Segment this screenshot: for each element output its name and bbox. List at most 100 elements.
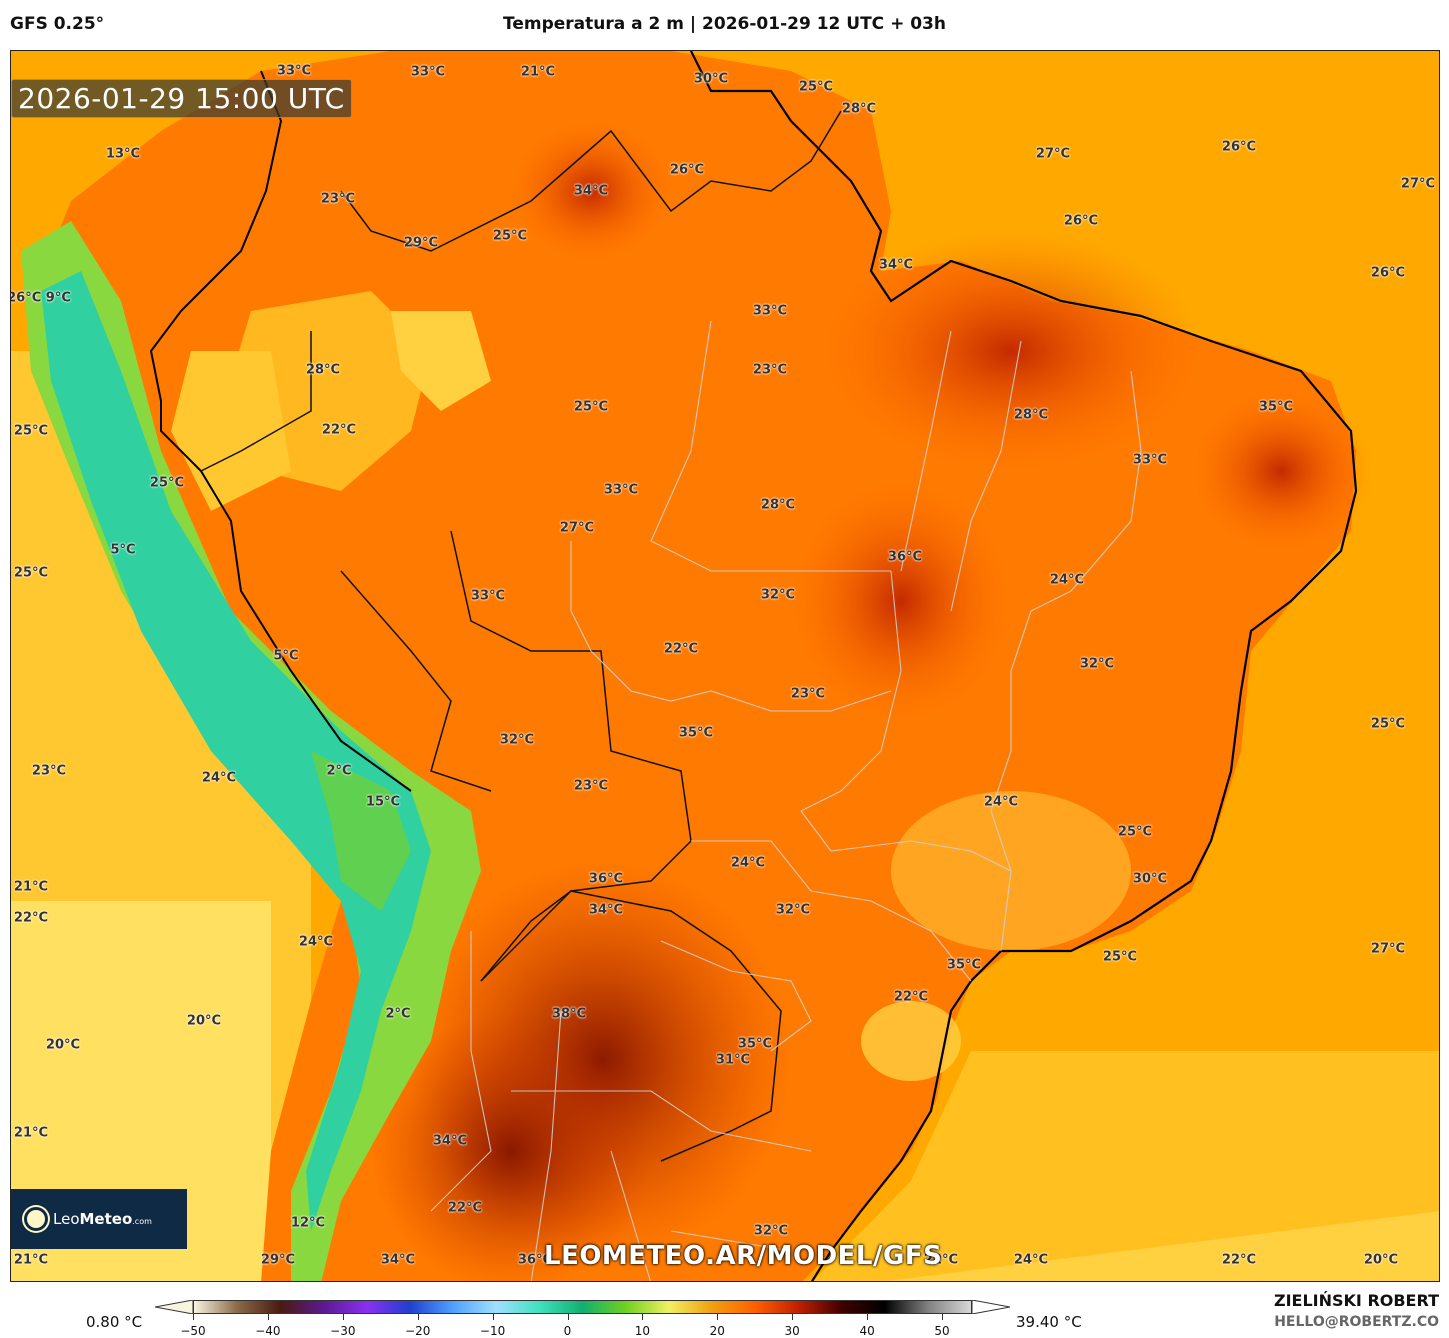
temperature-label: 26°C <box>1063 213 1099 229</box>
temperature-label: 21°C <box>13 1125 49 1141</box>
colorbar-tick-label: −20 <box>405 1324 431 1338</box>
temperature-label: 33°C <box>410 64 446 80</box>
temperature-label: 27°C <box>1400 176 1436 192</box>
temperature-label: 28°C <box>841 101 877 117</box>
colorbar-tick-label: −50 <box>180 1324 206 1338</box>
valid-time-badge: 2026-01-29 15:00 UTC <box>11 79 352 118</box>
temperature-label: 25°C <box>1117 824 1153 840</box>
temperature-label: 25°C <box>573 399 609 415</box>
temperature-label: 32°C <box>760 587 796 603</box>
temperature-label: 26°C 9°C <box>10 290 71 306</box>
temperature-label: 23°C <box>31 763 67 779</box>
colorbar-tick-mark <box>717 1314 719 1320</box>
temperature-label: 21°C <box>13 879 49 895</box>
temperature-label: 27°C <box>559 520 595 536</box>
temperature-label: 34°C <box>432 1133 468 1149</box>
temperature-label: 38°C <box>551 1006 587 1022</box>
colorbar-tick-label: 10 <box>634 1324 651 1338</box>
temperature-label: 15°C <box>365 794 401 810</box>
temperature-label: 29°C <box>403 235 439 251</box>
temperature-label: 33°C <box>470 588 506 604</box>
temperature-label: 34°C <box>878 257 914 273</box>
temperature-label: 32°C <box>753 1223 789 1239</box>
temperature-label: 36°C <box>588 871 624 887</box>
temperature-label: 25°C <box>149 475 185 491</box>
author-name: ZIELIŃSKI ROBERT <box>1273 1291 1439 1310</box>
temperature-label: 35°C <box>737 1036 773 1052</box>
temperature-label: 26°C <box>669 162 705 178</box>
colorbar-tick-label: −40 <box>255 1324 281 1338</box>
temperature-label: 20°C <box>45 1037 81 1053</box>
temperature-label: 33°C <box>1132 452 1168 468</box>
colorbar-tick-mark <box>567 1314 569 1320</box>
temperature-label: 24°C <box>1049 572 1085 588</box>
temperature-label: 35°C <box>678 725 714 741</box>
colorbar-min-value: 0.80 °C <box>86 1313 143 1331</box>
temperature-label: 23°C <box>752 362 788 378</box>
sun-icon <box>27 1210 45 1228</box>
colorbar-tick-label: 30 <box>784 1324 800 1338</box>
temperature-label: 34°C <box>588 902 624 918</box>
map-title: Temperatura a 2 m | 2026-01-29 12 UTC + … <box>503 14 946 34</box>
temperature-label: 25°C <box>13 565 49 581</box>
temperature-label: 33°C <box>752 303 788 319</box>
temperature-label: 2°C <box>385 1006 411 1022</box>
temperature-label: 5°C <box>273 648 299 664</box>
temperature-label: 26°C <box>1370 265 1406 281</box>
temperature-label: 22°C <box>321 422 357 438</box>
temperature-label: 22°C <box>1221 1252 1257 1268</box>
model-label: GFS 0.25° <box>10 14 105 34</box>
temperature-label: 34°C <box>380 1252 416 1268</box>
temperature-label: 25°C <box>798 79 834 95</box>
temperature-label: 27°C <box>1035 146 1071 162</box>
colorbar-tick-label: 40 <box>859 1324 875 1338</box>
colorbar-gradient <box>193 1300 972 1314</box>
colorbar-tick-mark <box>193 1314 194 1320</box>
temperature-label: 34°C <box>573 183 609 199</box>
logo-text: LeoMeteo.com <box>53 1210 152 1228</box>
temperature-label: 36°C <box>887 549 923 565</box>
temperature-label: 22°C <box>893 989 929 1005</box>
temperature-label: 25°C <box>1102 949 1138 965</box>
map-canvas <box>11 51 1439 1281</box>
author-email[interactable]: HELLO@ROBERTZ.CO <box>1274 1314 1439 1330</box>
colorbar <box>155 1300 1010 1314</box>
temperature-label: 21°C <box>13 1252 49 1268</box>
temperature-label: 12°C <box>290 1215 326 1231</box>
temperature-label: 29°C <box>260 1252 296 1268</box>
temperature-label: 20°C <box>186 1013 222 1029</box>
temperature-map[interactable]: 2026-01-29 15:00 UTC 33°C 33°C 21°C 30°C 25°… <box>10 50 1440 1282</box>
temperature-label: 26°C <box>1221 139 1257 155</box>
temperature-label: 35°C <box>946 957 982 973</box>
temperature-label: 25°C <box>1370 716 1406 732</box>
temperature-label: 22°C <box>663 641 699 657</box>
colorbar-tick-mark <box>942 1314 943 1320</box>
temperature-label: 36°C <box>517 1252 553 1268</box>
temperature-label: 33°C <box>603 482 639 498</box>
temperature-label: 22°C <box>447 1200 483 1216</box>
temperature-label: 25°C <box>13 423 49 439</box>
temperature-label: 23°C <box>320 191 356 207</box>
source-watermark: LEOMETEO.AR/MODEL/GFS <box>544 1241 943 1271</box>
leometeo-logo[interactable]: LeoMeteo.com <box>11 1189 187 1249</box>
temperature-label: 24°C <box>298 934 334 950</box>
temperature-label: 20°C <box>1363 1252 1399 1268</box>
colorbar-tick-mark <box>867 1314 869 1320</box>
temperature-label: 32°C <box>775 902 811 918</box>
temperature-label: 22°C <box>13 910 49 926</box>
temperature-label: 23°C <box>573 778 609 794</box>
colorbar-tick-mark <box>792 1314 794 1320</box>
temperature-label: 32°C <box>499 732 535 748</box>
colorbar-max-value: 39.40 °C <box>1016 1313 1082 1331</box>
colorbar-tick-mark <box>417 1314 419 1320</box>
temperature-label: 31°C <box>715 1052 751 1068</box>
temperature-label: 28°C <box>305 362 341 378</box>
colorbar-tick-label: 50 <box>934 1324 950 1338</box>
temperature-label: 23°C <box>790 686 826 702</box>
temperature-label: 24°C <box>201 770 237 786</box>
colorbar-tick-label: 0 <box>563 1324 572 1338</box>
temperature-label: 5°C <box>110 542 136 558</box>
colorbar-tick-mark <box>267 1314 269 1320</box>
colorbar-tick-mark <box>492 1314 494 1320</box>
temperature-label: 28°C <box>1013 407 1049 423</box>
